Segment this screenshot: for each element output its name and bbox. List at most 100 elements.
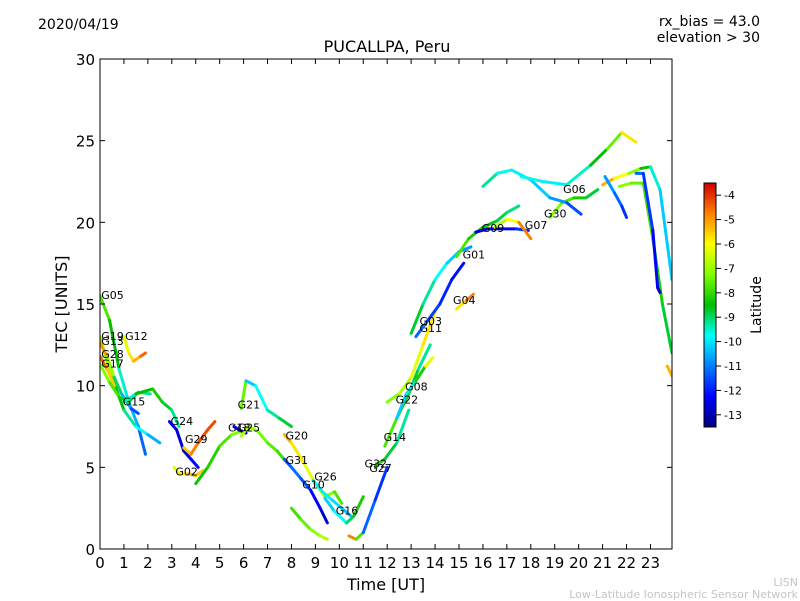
series-segment [414, 364, 427, 383]
elevation-label: elevation > 30 [656, 30, 760, 46]
series-segment [289, 441, 305, 464]
series-segment [438, 278, 454, 306]
satellite-label: G01 [463, 248, 486, 261]
series-g27 [373, 408, 411, 468]
satellite-label: G04 [453, 294, 476, 307]
series-segment [517, 220, 533, 241]
series-segment [409, 343, 425, 379]
satellite-label: G17 [101, 358, 124, 371]
satellite-label: G27 [369, 462, 392, 475]
series-segment [495, 168, 514, 175]
x-tick-label: 5 [215, 554, 225, 572]
series-segment [309, 527, 322, 538]
series-segment [589, 147, 609, 167]
satellite-label: G03 [420, 315, 443, 328]
colorbar-label: Latitude [749, 276, 765, 334]
series-segment [426, 302, 442, 322]
series-g07 [603, 175, 629, 219]
y-tick-label: 25 [76, 133, 95, 151]
series-segment [340, 506, 353, 518]
satellite-label: G22 [396, 394, 419, 407]
credit-lisn: LISN [773, 576, 798, 589]
satellite-label: G11 [420, 322, 443, 335]
x-tick-label: 8 [287, 554, 297, 572]
series-segment [354, 531, 365, 541]
series-segment [151, 387, 164, 404]
series-segment [239, 379, 248, 411]
satellite-label: G07 [525, 219, 548, 232]
series-g04 [665, 364, 672, 378]
colorbar-tick-label: -13 [724, 409, 742, 422]
y-tick-label: 5 [85, 459, 95, 477]
series-segment [565, 201, 583, 216]
series-segment [639, 165, 652, 170]
y-tick-label: 20 [76, 214, 95, 232]
series-g01 [617, 181, 672, 355]
satellite-label: G25 [238, 421, 261, 434]
series-segment [505, 217, 521, 224]
y-axis-label: TEC [UNITS] [52, 256, 71, 354]
satellite-label: G19 [101, 330, 124, 343]
series-segment [196, 428, 210, 445]
series-segment [129, 407, 140, 415]
series-segment [100, 362, 112, 384]
series-segment [481, 219, 499, 229]
x-tick-label: 2 [143, 554, 153, 572]
series-segment [651, 229, 660, 290]
series-segment [481, 171, 499, 188]
series-segment [108, 318, 121, 371]
series-segment [160, 400, 174, 412]
x-axis-label: Time [UT] [346, 575, 425, 594]
series-segment [299, 477, 313, 492]
series-segment [230, 429, 243, 437]
x-tick-label: 19 [545, 554, 564, 572]
series-g08 [395, 356, 435, 420]
satellite-label: G30 [544, 207, 567, 220]
x-tick-label: 23 [641, 554, 660, 572]
series-g21 [239, 379, 293, 428]
series-segment [333, 490, 344, 505]
series-segment [404, 379, 418, 396]
series-segment [455, 299, 468, 311]
satellite-label: G09 [482, 222, 505, 235]
series-segment [450, 261, 466, 281]
series-segment [416, 343, 432, 371]
series-segment [548, 201, 564, 219]
plot-settings: rx_bias = 43.0 elevation > 30 [657, 14, 760, 46]
series-g06 [519, 131, 638, 187]
series-segment [189, 457, 200, 469]
x-tick-label: 7 [263, 554, 273, 572]
satellite-label: G26 [314, 470, 337, 483]
series-segment [493, 217, 509, 229]
x-tick-label: 22 [617, 554, 636, 572]
satellite-label: G28 [101, 348, 124, 361]
series-segment [529, 178, 552, 200]
x-tick-label: 21 [593, 554, 612, 572]
series-g10 [289, 506, 329, 541]
series-segment [414, 318, 430, 339]
satellite-label: G16 [336, 505, 359, 518]
series-segment [648, 165, 662, 192]
series-g15 [122, 387, 181, 428]
series-segment [541, 180, 569, 187]
satellite-label: G21 [238, 399, 261, 412]
x-tick-label: 4 [191, 554, 201, 572]
satellite-label: G13 [101, 335, 124, 348]
series-segment [100, 294, 112, 322]
series-segment [660, 302, 672, 355]
series-segment [122, 335, 131, 355]
series-segment [134, 425, 150, 437]
series-segment [122, 392, 138, 404]
x-tick-label: 3 [167, 554, 177, 572]
x-tick-label: 13 [402, 554, 421, 572]
series-segment [395, 408, 411, 445]
series-segment [423, 356, 435, 368]
colorbar-tick-label: -4 [724, 189, 735, 202]
series-g22 [385, 310, 437, 404]
x-tick-label: 10 [330, 554, 349, 572]
series-segment [239, 425, 250, 438]
series-segment [330, 498, 344, 510]
series-segment [266, 408, 281, 420]
date-label: 2020/04/19 [38, 17, 119, 33]
series-segment [433, 261, 449, 281]
